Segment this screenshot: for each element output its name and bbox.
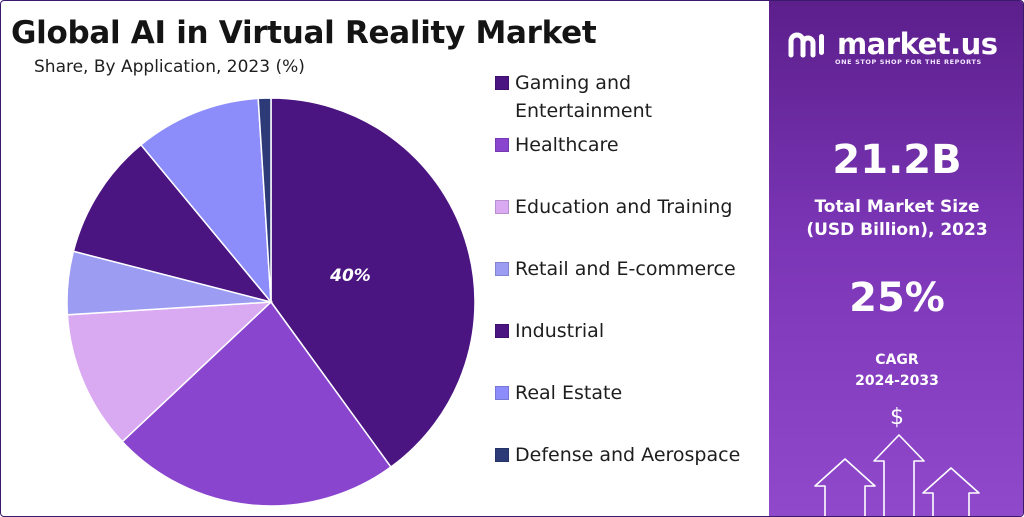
- pie-slice-defense-and-aerospace: [257, 97, 272, 303]
- legend-label: Defense and Aerospace: [515, 444, 741, 466]
- page-subtitle: Share, By Application, 2023 (%): [34, 57, 305, 77]
- legend-label: Industrial: [515, 320, 605, 342]
- legend-item-defense: Defense and Aerospace: [495, 441, 755, 469]
- pie-data-label: 40%: [329, 266, 371, 286]
- legend-swatch: [495, 76, 509, 90]
- legend-label: Retail and E-commerce: [515, 258, 736, 280]
- legend-item-healthcare: Healthcare: [495, 131, 755, 159]
- legend-swatch: [495, 138, 509, 152]
- legend-label: Education and Training: [515, 196, 733, 218]
- legend-item-gaming: Gaming and Entertainment: [495, 69, 755, 125]
- page-title: Global AI in Virtual Reality Market: [11, 15, 597, 51]
- legend-swatch: [495, 448, 509, 462]
- legend-item-retail: Retail and E-commerce: [495, 255, 755, 283]
- pie-slice-gaming-and-entertainment: [270, 97, 476, 469]
- legend-item-real-estate: Real Estate: [495, 379, 755, 407]
- legend-item-industrial: Industrial: [495, 317, 755, 345]
- legend-label: Healthcare: [515, 134, 619, 156]
- cagr-period: 2024-2033: [855, 373, 939, 389]
- brand-tagline: ONE STOP SHOP FOR THE REPORTS: [835, 58, 982, 66]
- legend-label: Gaming and Entertainment: [515, 72, 653, 122]
- market-size-value: 21.2B: [832, 137, 962, 183]
- stats-panel: market.us ONE STOP SHOP FOR THE REPORTS …: [769, 1, 1023, 516]
- legend-swatch: [495, 262, 509, 276]
- legend-swatch: [495, 324, 509, 338]
- cagr-value: 25%: [849, 275, 945, 321]
- dollar-icon: $: [890, 405, 904, 430]
- brand-name: market.us: [837, 27, 998, 61]
- growth-arrows-icon: [814, 434, 980, 516]
- pie-slice-healthcare: [121, 300, 392, 507]
- pie-slice-education-and-training: [66, 301, 274, 443]
- brand-logo-icon: [788, 32, 824, 58]
- pie-slice-real-estate: [139, 97, 272, 305]
- pie-slice-industrial: [72, 143, 274, 304]
- cagr-label: CAGR: [875, 352, 919, 368]
- legend-swatch: [495, 386, 509, 400]
- legend-swatch: [495, 200, 509, 214]
- pie-chart: 40%: [66, 97, 476, 507]
- legend-label: Real Estate: [515, 382, 623, 404]
- market-size-caption-line1: Total Market Size: [814, 197, 980, 217]
- brand: market.us: [787, 27, 998, 61]
- market-size-caption-line2: (USD Billion), 2023: [806, 220, 988, 240]
- legend-item-education: Education and Training: [495, 193, 755, 221]
